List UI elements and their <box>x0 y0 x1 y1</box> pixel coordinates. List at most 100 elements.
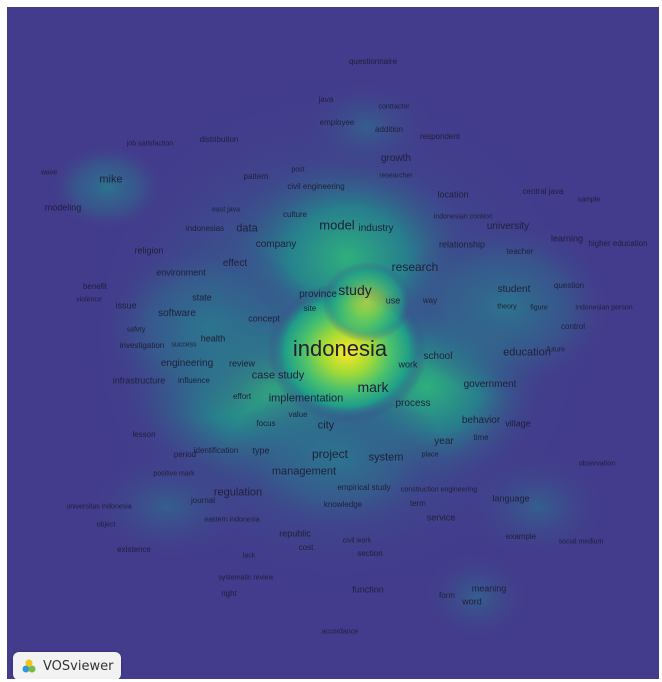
term-label[interactable]: time <box>473 433 489 442</box>
term-label[interactable]: period <box>173 450 197 459</box>
term-label[interactable]: safety <box>126 326 146 334</box>
term-label[interactable]: existence <box>117 545 151 554</box>
term-label[interactable]: section <box>357 549 383 558</box>
term-label[interactable]: education <box>503 346 551 359</box>
term-label[interactable]: way <box>422 296 438 305</box>
term-label[interactable]: pattern <box>243 172 269 181</box>
term-label[interactable]: place <box>421 451 439 459</box>
term-label[interactable]: implementation <box>268 392 344 405</box>
term-label[interactable]: observation <box>578 460 616 468</box>
term-label[interactable]: case study <box>251 369 305 382</box>
term-label[interactable]: behavior <box>461 415 501 426</box>
term-label[interactable]: question <box>553 281 585 290</box>
term-label[interactable]: engineering <box>160 358 214 369</box>
term-label[interactable]: journal <box>190 496 216 505</box>
term-label[interactable]: violence <box>76 296 102 304</box>
term-label[interactable]: village <box>505 418 531 429</box>
term-label[interactable]: indonesian context <box>433 213 493 221</box>
term-label[interactable]: indonesias <box>185 224 225 233</box>
term-label[interactable]: object <box>96 521 116 529</box>
term-label[interactable]: software <box>158 308 196 319</box>
term-label[interactable]: mike <box>99 173 123 186</box>
term-label[interactable]: work <box>398 359 418 370</box>
term-label[interactable]: industry <box>358 223 394 234</box>
term-label[interactable]: modeling <box>44 202 82 213</box>
term-label[interactable]: province <box>299 289 337 300</box>
term-label[interactable]: effort <box>232 392 252 401</box>
term-label[interactable]: east java <box>211 206 241 214</box>
term-label[interactable]: wave <box>40 169 58 177</box>
term-label[interactable]: mark <box>357 379 389 395</box>
term-label[interactable]: type <box>252 445 270 456</box>
term-label[interactable]: positive mark <box>153 470 195 478</box>
term-label[interactable]: republic <box>279 528 311 539</box>
term-label[interactable]: growth <box>380 153 412 164</box>
term-label[interactable]: concept <box>248 313 280 324</box>
term-label[interactable]: construction engineering <box>400 486 478 494</box>
term-label[interactable]: student <box>497 284 531 295</box>
term-label[interactable]: empirical study <box>337 483 391 492</box>
term-label[interactable]: employee <box>319 118 355 127</box>
term-label[interactable]: review <box>228 358 256 369</box>
term-label[interactable]: site <box>303 304 317 313</box>
term-label[interactable]: post <box>291 166 305 174</box>
term-label[interactable]: state <box>192 292 212 303</box>
term-label[interactable]: culture <box>282 210 308 219</box>
term-label[interactable]: year <box>434 436 454 447</box>
term-label[interactable]: service <box>426 512 456 523</box>
term-label[interactable]: addition <box>374 125 404 134</box>
term-label[interactable]: figure <box>530 304 548 312</box>
term-label[interactable]: higher education <box>588 239 648 248</box>
term-label[interactable]: learning <box>550 233 584 244</box>
term-label[interactable]: management <box>271 465 337 478</box>
term-label[interactable]: influence <box>177 376 211 385</box>
term-label[interactable]: researcher <box>379 172 413 180</box>
term-label[interactable]: school <box>423 351 453 362</box>
term-label[interactable]: location <box>437 189 469 200</box>
term-label[interactable]: environment <box>156 267 206 278</box>
term-label[interactable]: future <box>547 346 565 354</box>
term-label[interactable]: questionnaire <box>348 57 398 66</box>
term-label[interactable]: universitas indonesia <box>66 503 132 511</box>
term-label[interactable]: meaning <box>471 583 507 594</box>
term-label[interactable]: infrastructure <box>112 375 166 386</box>
term-label[interactable]: project <box>311 447 349 461</box>
term-label[interactable]: health <box>200 333 226 344</box>
term-label[interactable]: indonesian person <box>575 304 633 312</box>
term-label[interactable]: data <box>236 222 258 235</box>
term-label[interactable]: government <box>463 379 517 390</box>
term-label[interactable]: accordance <box>321 628 359 636</box>
term-label[interactable]: teacher <box>506 247 534 256</box>
term-label[interactable]: investigation <box>119 341 165 350</box>
term-label[interactable]: city <box>317 419 335 432</box>
vosviewer-badge[interactable]: VOSviewer <box>13 652 122 679</box>
term-label[interactable]: religion <box>134 245 164 256</box>
term-label[interactable]: social medium <box>558 538 604 546</box>
term-label[interactable]: research <box>391 260 439 274</box>
term-label[interactable]: effect <box>222 258 248 269</box>
density-map[interactable]: questionnaire java contractor employee addit… <box>7 7 659 679</box>
term-label[interactable]: example <box>505 532 537 541</box>
term-label[interactable]: system <box>368 451 404 464</box>
term-label[interactable]: success <box>171 341 197 349</box>
term-label[interactable]: knowledge <box>323 500 363 509</box>
term-label[interactable]: civil work <box>342 537 372 545</box>
term-label[interactable]: process <box>395 398 431 409</box>
term-label[interactable]: java <box>318 95 334 104</box>
term-label[interactable]: function <box>352 584 384 595</box>
term-label[interactable]: civil engineering <box>287 182 345 191</box>
term-label[interactable]: word <box>462 596 482 607</box>
term-label[interactable]: focus <box>256 419 276 428</box>
term-label[interactable]: value <box>288 410 308 419</box>
term-label[interactable]: relationship <box>438 239 486 250</box>
term-label[interactable]: job satisfaction <box>126 140 174 148</box>
term-label[interactable]: model <box>319 217 355 233</box>
term-label[interactable]: control <box>560 322 586 331</box>
term-label[interactable]: language <box>492 493 530 504</box>
term-label[interactable]: central java <box>522 187 564 196</box>
term-label[interactable]: issue <box>115 300 137 311</box>
term-label[interactable]: indonesia <box>292 336 388 361</box>
term-label[interactable]: right <box>221 589 237 598</box>
term-label[interactable]: respondent <box>419 132 461 141</box>
term-label[interactable]: use <box>385 295 401 306</box>
